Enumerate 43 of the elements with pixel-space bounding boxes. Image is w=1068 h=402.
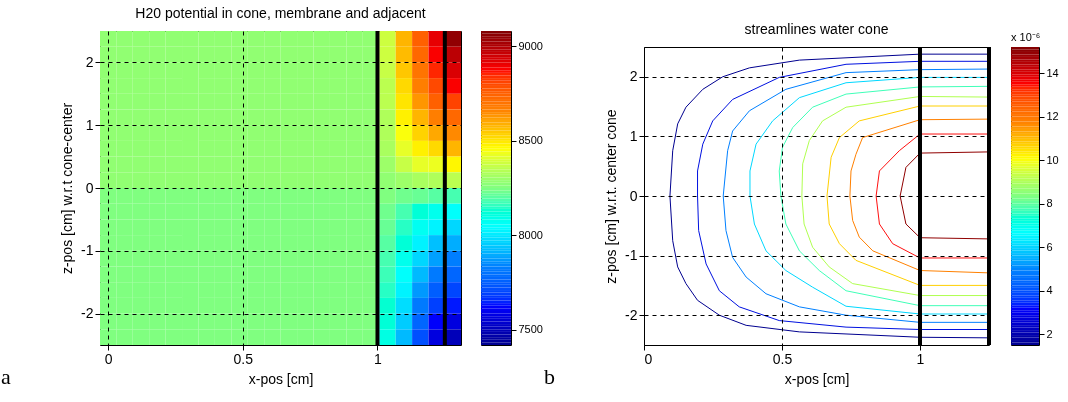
y-tick-label: 1 <box>629 127 638 144</box>
color-bar-label: 2 <box>1046 327 1053 340</box>
y-tick-label: -2 <box>81 305 94 322</box>
x-axis-title: x-pos [cm] <box>248 370 314 387</box>
y-tick-label: -2 <box>625 306 638 323</box>
color-bar-label: 7500 <box>518 323 543 336</box>
text: a <box>1 364 11 389</box>
x-tick-label: 0 <box>644 350 653 367</box>
y-tick-label: 0 <box>85 179 94 196</box>
chart-title: streamlines water cone <box>744 21 889 37</box>
line-series <box>875 133 989 259</box>
y-tick-label: -1 <box>81 242 94 259</box>
line-series <box>801 95 989 297</box>
line-series <box>899 151 989 240</box>
x-axis-title: x-pos [cm] <box>784 370 850 387</box>
color-bar-label: 14 <box>1046 66 1059 79</box>
line-series <box>778 85 989 307</box>
chart-title: H20 potential in cone, membrane and adjacent <box>135 5 426 21</box>
text: b <box>544 364 555 389</box>
line-series <box>749 76 989 315</box>
color-bar-label: 6 <box>1046 240 1053 253</box>
x-tick-label: 0.5 <box>233 350 254 367</box>
y-tick-label: 2 <box>85 53 94 70</box>
y-tick-label: 1 <box>85 116 94 133</box>
color-bar-label: 8500 <box>518 134 543 147</box>
y-tick-label: 0 <box>629 187 638 204</box>
color-bar-label: 8 <box>1046 197 1053 210</box>
color-bar-title: x 10⁻⁶ <box>1011 31 1041 43</box>
line-series <box>849 118 989 274</box>
x-tick-label: 1 <box>916 350 925 367</box>
y-axis-title: z-pos [cm] w.r.t. center cone <box>603 109 620 284</box>
color-bar-label: 10 <box>1046 153 1059 166</box>
color-bar-label: 12 <box>1046 110 1059 123</box>
y-tick-label: 2 <box>629 68 638 85</box>
color-bar-label: 8000 <box>518 228 543 241</box>
color-bar-label: 4 <box>1046 284 1053 297</box>
x-tick-label: 1 <box>374 350 383 367</box>
y-tick-label: -1 <box>625 247 638 264</box>
x-tick-label: 0.5 <box>772 350 793 367</box>
line-series <box>826 105 989 286</box>
y-axis-title: z-pos [cm] w.r.t cone-center <box>59 102 76 275</box>
color-bar-label: 9000 <box>518 39 543 52</box>
x-tick-label: 0 <box>104 350 113 367</box>
